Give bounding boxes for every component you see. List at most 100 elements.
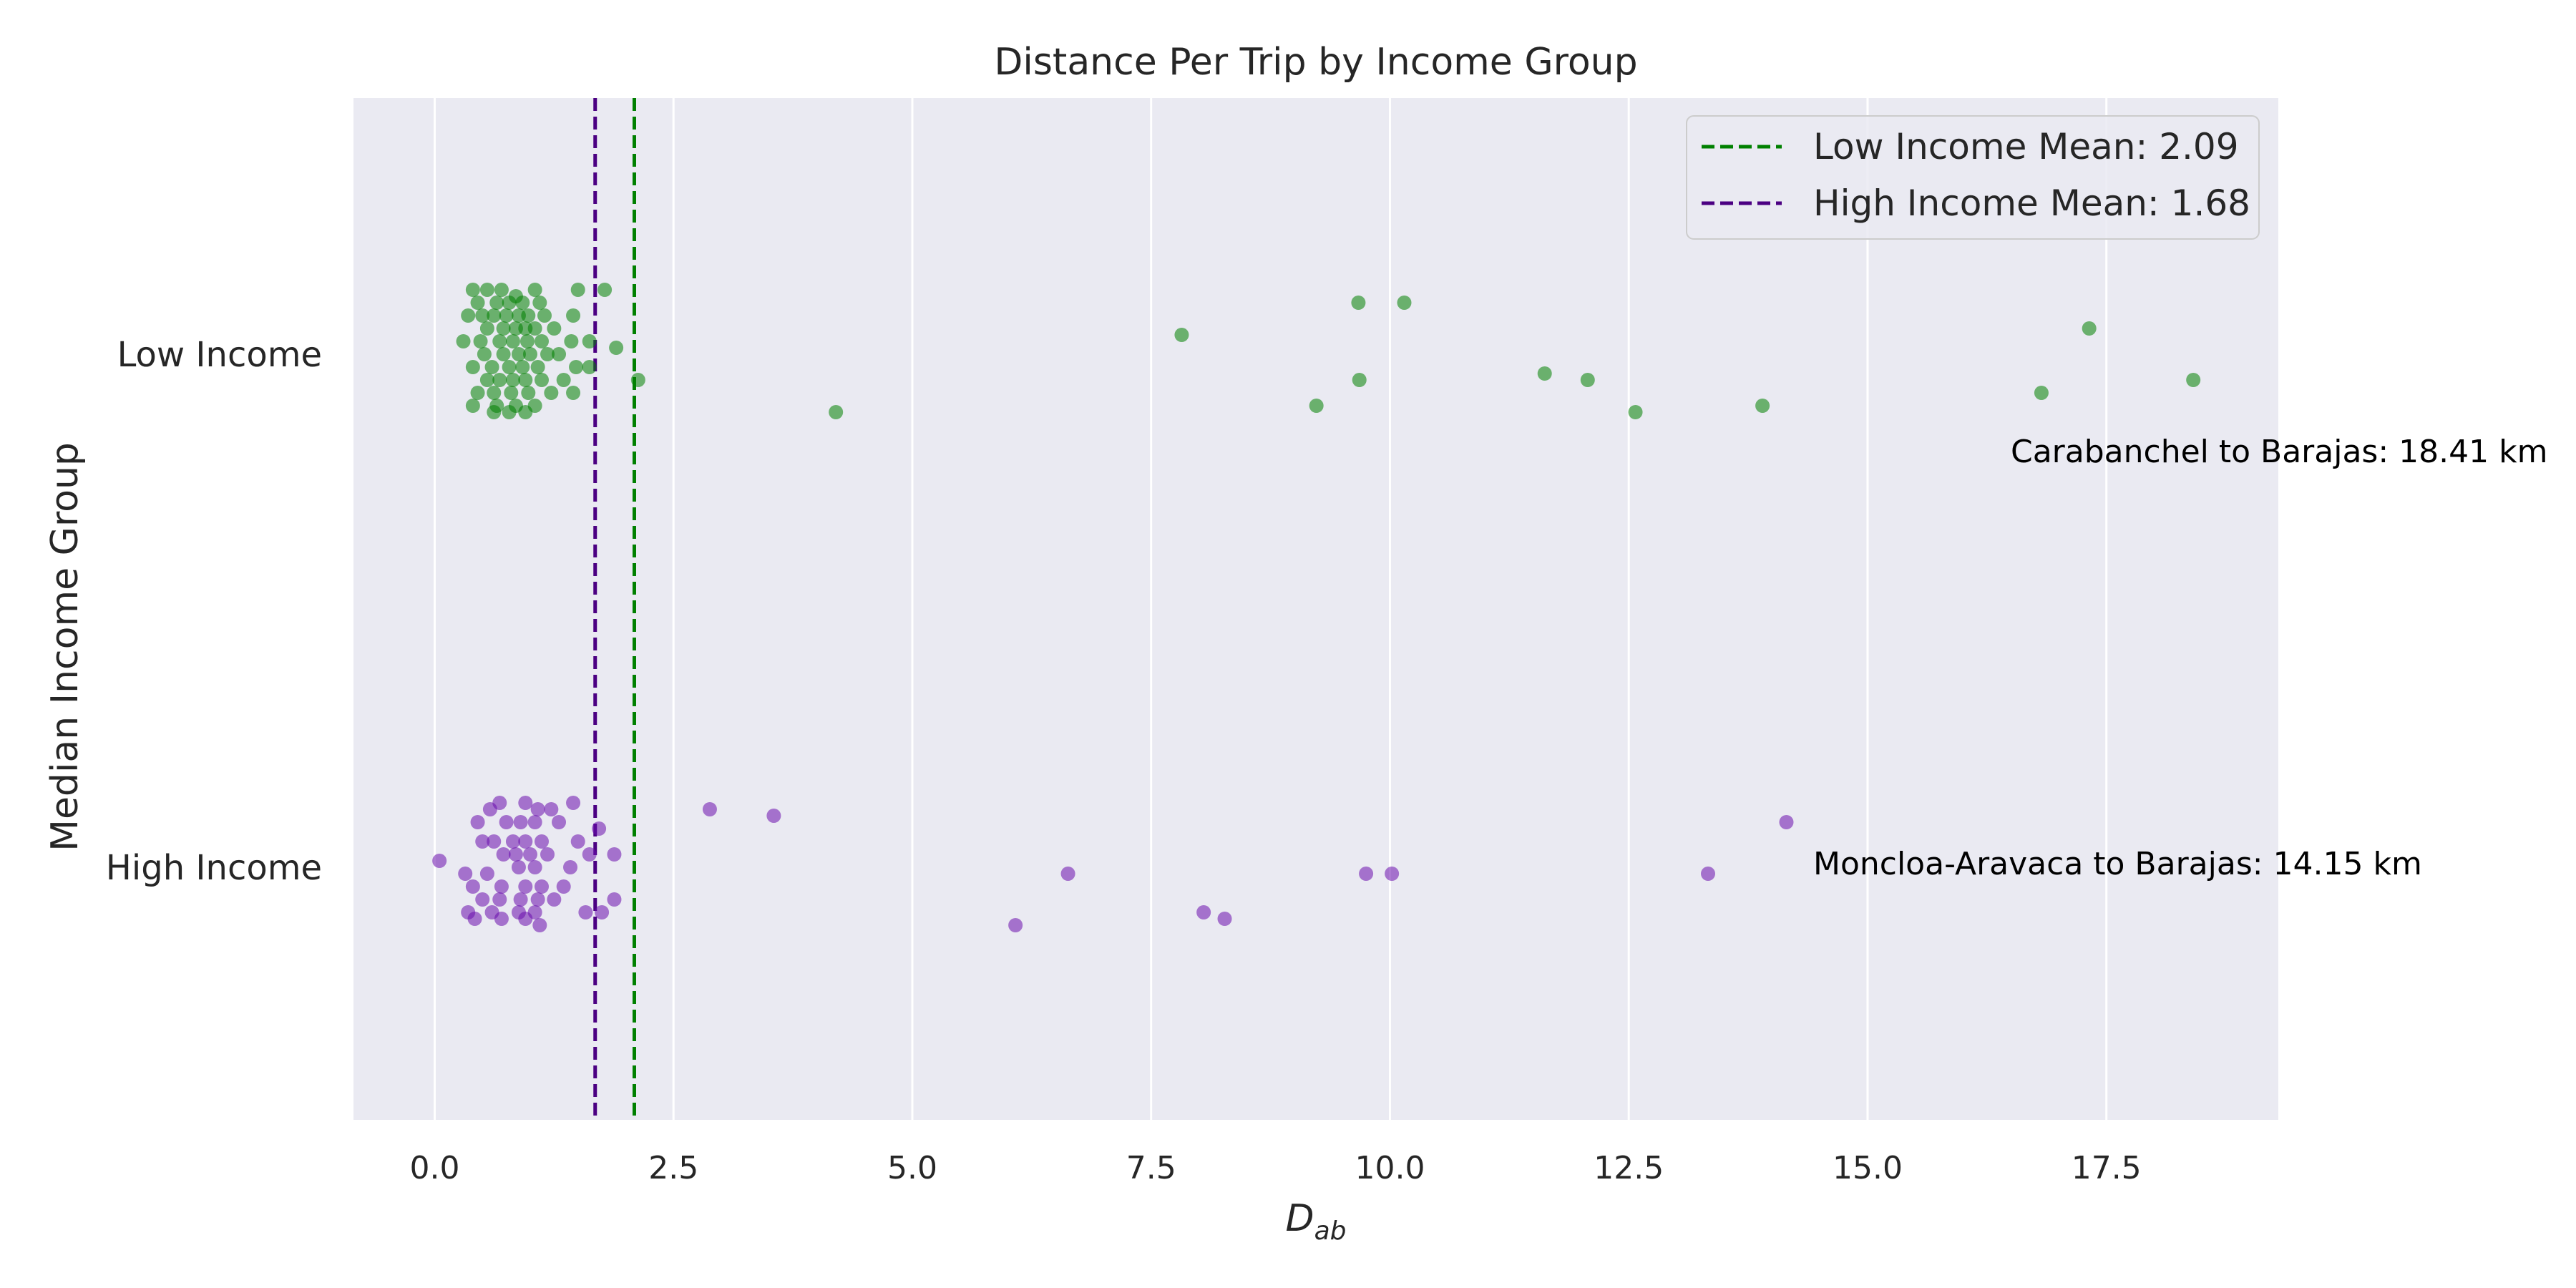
data-point (607, 892, 622, 907)
data-point (475, 892, 490, 907)
data-point (432, 854, 447, 868)
data-point (1008, 918, 1023, 932)
x-axis-title: Dab (1286, 1197, 1347, 1246)
data-point (492, 892, 507, 907)
data-point (540, 347, 555, 361)
data-point (465, 283, 480, 297)
data-point (527, 815, 542, 829)
data-point (1359, 867, 1374, 881)
data-point (502, 405, 517, 419)
data-point (566, 796, 581, 810)
data-point (1580, 373, 1595, 387)
data-point (1701, 867, 1716, 881)
data-point (487, 386, 502, 400)
x-tick-label: 17.5 (2072, 1150, 2142, 1186)
data-point (502, 296, 517, 310)
data-point (1537, 366, 1552, 381)
annotations: Carabanchel to Barajas: 18.41 km Moncloa… (1813, 434, 2547, 882)
data-point (479, 867, 494, 881)
data-point (2186, 373, 2201, 387)
data-point (566, 386, 581, 400)
data-point (522, 347, 537, 361)
data-point (511, 347, 526, 361)
data-point (465, 879, 480, 894)
data-point (487, 308, 502, 323)
data-point (552, 815, 567, 829)
data-point (479, 283, 494, 297)
data-point (2082, 321, 2097, 336)
data-point (521, 308, 536, 323)
data-point (487, 834, 502, 849)
data-point (829, 405, 844, 419)
x-axis-title-subscript: ab (1314, 1216, 1347, 1246)
data-point (547, 321, 562, 336)
data-point (1755, 399, 1770, 413)
data-point (578, 905, 593, 919)
legend-box (1686, 115, 2260, 240)
x-tick-label: 15.0 (1833, 1150, 1903, 1186)
data-point (461, 308, 476, 323)
data-point (544, 386, 559, 400)
data-point (630, 373, 645, 387)
data-point (2034, 386, 2049, 400)
data-point (537, 308, 552, 323)
data-point (475, 308, 490, 323)
data-point (518, 373, 533, 387)
x-axis-title-base: D (1286, 1197, 1314, 1240)
data-point (1385, 867, 1400, 881)
data-point (527, 860, 542, 874)
data-point (513, 892, 528, 907)
data-point (544, 802, 559, 816)
data-point (518, 879, 533, 894)
data-point (473, 334, 488, 348)
data-point (1351, 296, 1366, 310)
x-tick-label: 5.0 (887, 1150, 937, 1186)
data-point (505, 834, 520, 849)
x-tick-label: 12.5 (1594, 1150, 1664, 1186)
data-point (570, 834, 585, 849)
data-point (470, 815, 485, 829)
y-category-label: Low Income (117, 335, 322, 375)
data-point (766, 809, 781, 823)
data-point (547, 892, 562, 907)
data-point (530, 892, 545, 907)
data-point (489, 296, 504, 310)
data-point (504, 386, 519, 400)
data-point (1174, 328, 1189, 342)
y-axis-title: Median Income Group (44, 442, 87, 852)
data-point (1196, 905, 1211, 919)
data-point (582, 334, 597, 348)
data-point (597, 283, 613, 297)
data-point (465, 360, 480, 374)
x-tick-label: 2.5 (648, 1150, 698, 1186)
chart-title: Distance Per Trip by Income Group (994, 41, 1637, 84)
data-point (494, 283, 509, 297)
x-tick-label: 0.0 (409, 1150, 459, 1186)
data-point (534, 334, 549, 348)
data-point (1352, 373, 1367, 387)
data-point (592, 821, 607, 836)
data-point (595, 905, 610, 919)
legend-high-income-label: High Income Mean: 1.68 (1813, 182, 2250, 224)
data-point (487, 405, 502, 419)
data-point (532, 918, 547, 932)
data-point (582, 847, 597, 862)
annotation-carabanchel: Carabanchel to Barajas: 18.41 km (2011, 434, 2547, 470)
data-point (702, 802, 717, 816)
data-point (1217, 912, 1232, 926)
data-point (456, 334, 471, 348)
data-point (1309, 399, 1324, 413)
data-point (556, 373, 571, 387)
legend: Low Income Mean: 2.09 High Income Mean: … (1686, 115, 2260, 240)
data-point (1397, 296, 1412, 310)
data-point (540, 847, 555, 862)
data-point (519, 334, 535, 348)
data-point (496, 847, 511, 862)
x-tick-label: 7.5 (1126, 1150, 1176, 1186)
data-point (534, 373, 549, 387)
data-point (521, 386, 536, 400)
data-point (470, 296, 485, 310)
data-point (530, 802, 545, 816)
data-point (518, 405, 533, 419)
